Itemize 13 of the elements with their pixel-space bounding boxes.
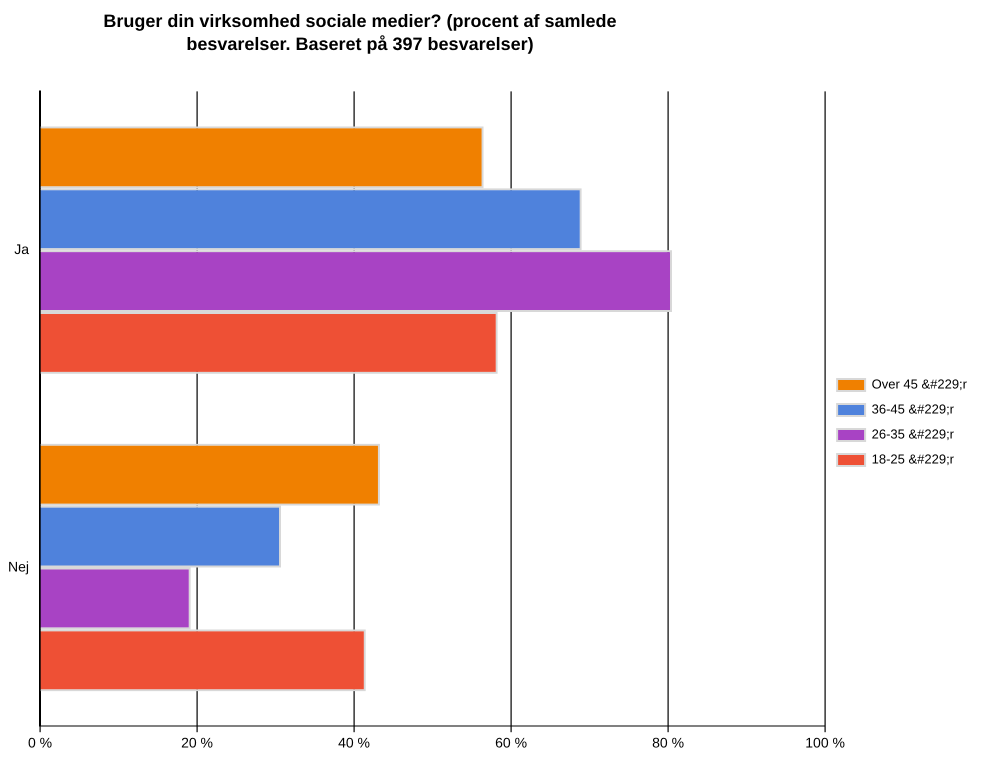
legend-label: 18-25 &#229;r: [872, 452, 955, 467]
legend-label: Over 45 &#229;r: [872, 376, 968, 392]
y-tick-label: Nej: [8, 558, 30, 574]
x-tick-label: 60 %: [495, 734, 528, 750]
x-tick-label: 100 %: [805, 734, 845, 750]
y-tick-label: Ja: [14, 240, 30, 257]
x-tick-label: 80 %: [652, 734, 684, 750]
x-tick-label: 0 %: [28, 734, 52, 750]
legend-label: 36-45 &#229;r: [872, 402, 955, 417]
legend-label: 26-35 &#229;r: [872, 426, 955, 442]
x-tick-label: 40 %: [338, 734, 370, 750]
chart-title: Bruger din virksomhed sociale medier? (procent af samlede besvarelser. Baseret på 397 besvarelser): [102, 10, 618, 56]
x-tick-label: 20 %: [181, 734, 213, 750]
